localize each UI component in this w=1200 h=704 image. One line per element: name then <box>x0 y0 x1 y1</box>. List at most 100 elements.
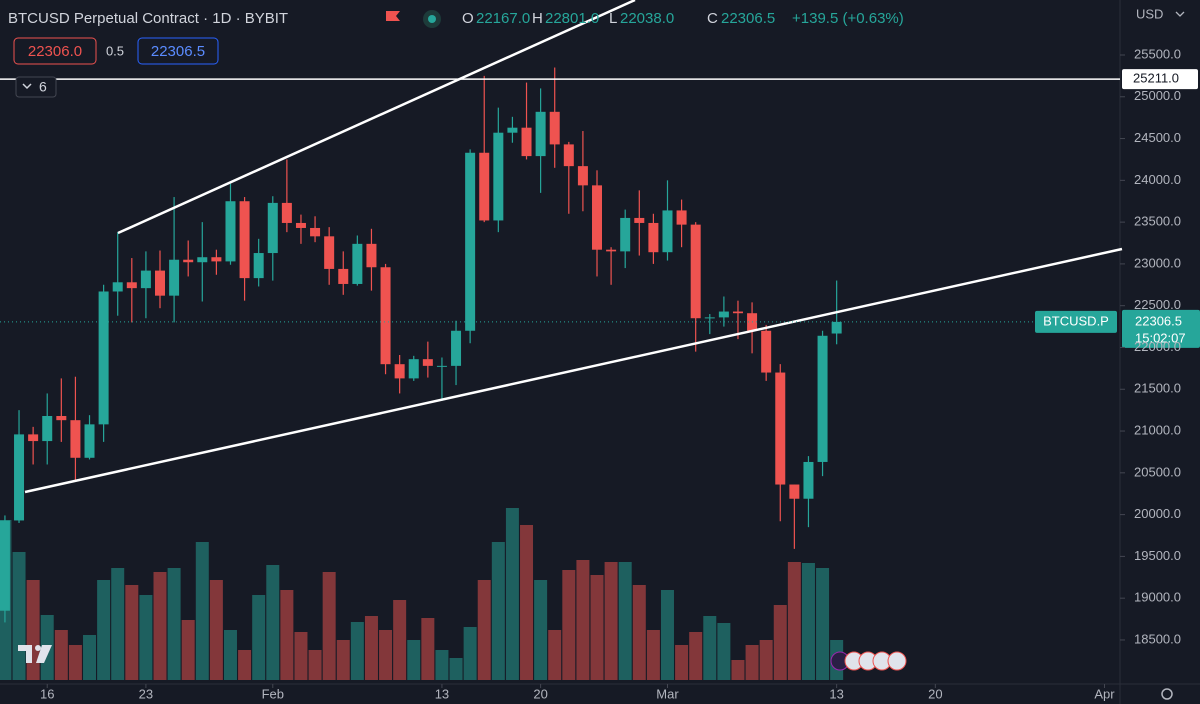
spread: 0.5 <box>106 43 124 58</box>
candle-body <box>521 127 532 157</box>
volume-bar <box>421 618 435 680</box>
volume-bar <box>407 640 421 680</box>
volume-bar <box>12 552 26 680</box>
y-tick-label: 25000.0 <box>1134 88 1181 103</box>
candle-body <box>98 291 109 425</box>
volume-bar <box>153 572 167 680</box>
trend-line <box>24 247 1123 494</box>
candle-body <box>563 144 574 167</box>
volume-bar <box>308 650 322 680</box>
candle-body <box>817 335 828 462</box>
volume-bar <box>379 630 393 680</box>
candle-body <box>0 520 10 611</box>
x-tick-label: 13 <box>435 686 449 701</box>
symbol-label: BTCUSD.P <box>1043 313 1109 328</box>
y-tick-label: 20500.0 <box>1134 464 1181 479</box>
candle-body <box>606 249 617 252</box>
volume-bar <box>238 650 252 680</box>
volume-bar <box>759 640 773 680</box>
volume-bar <box>660 590 674 680</box>
volume-bar <box>209 580 223 680</box>
volume-bar <box>703 616 717 680</box>
buy-button[interactable] <box>137 37 219 65</box>
x-tick-label: 20 <box>928 686 942 701</box>
candle-body <box>366 243 377 268</box>
x-tick-label: Feb <box>262 686 284 701</box>
candle-body <box>549 111 560 145</box>
candle-body <box>211 257 222 262</box>
y-tick-label: 24500.0 <box>1134 130 1181 145</box>
volume-bar <box>745 645 759 680</box>
volume-bar <box>223 630 237 680</box>
candle-body <box>507 127 518 133</box>
x-tick-label: 13 <box>829 686 843 701</box>
y-tick-label: 24000.0 <box>1134 172 1181 187</box>
indicator-toggle[interactable] <box>15 76 57 98</box>
volume-bar <box>26 580 40 680</box>
volume-bar <box>97 580 111 680</box>
volume-bar <box>83 635 97 680</box>
y-tick-label: 22500.0 <box>1134 297 1181 312</box>
candle-body <box>493 132 504 221</box>
candle-body <box>310 227 321 237</box>
change: +139.5 (+0.63%) <box>792 10 904 27</box>
candle-body <box>239 201 250 279</box>
y-tick-label: 22000.0 <box>1134 339 1181 354</box>
volume-bar <box>534 580 548 680</box>
event-icons <box>830 651 907 671</box>
volume-bar <box>336 640 350 680</box>
volume-bar <box>548 630 562 680</box>
y-tick-label: 19000.0 <box>1134 590 1181 605</box>
volume-bar <box>520 525 534 680</box>
settings-icon[interactable] <box>1161 688 1173 700</box>
candle-body <box>535 111 546 157</box>
indicator-count[interactable]: 6 <box>39 79 47 95</box>
volume-bar <box>816 568 830 680</box>
volume-bar <box>618 562 632 680</box>
volume-bar <box>393 600 407 680</box>
countdown: 15:02:07 <box>1135 330 1186 345</box>
ohlc-value: 22167.0 <box>476 10 530 27</box>
ohlc-label: L <box>609 10 617 27</box>
x-tick-label: 20 <box>533 686 547 701</box>
candle-body <box>831 321 842 334</box>
candle-body <box>732 311 743 314</box>
y-tick-label: 19500.0 <box>1134 548 1181 563</box>
ohlc-value: 22801.0 <box>545 10 599 27</box>
candle-body <box>789 484 800 499</box>
candle-body <box>225 201 236 262</box>
flag-icon <box>386 11 400 21</box>
volume-bar <box>505 508 519 680</box>
symbol-tag <box>1035 310 1117 333</box>
volume-bar <box>167 568 181 680</box>
tv-logo <box>18 645 52 663</box>
candle-body <box>704 317 715 319</box>
candle-body <box>690 224 701 319</box>
candle-body <box>253 253 264 279</box>
candle-body <box>295 222 306 228</box>
event-icon[interactable] <box>887 651 907 671</box>
buy-price[interactable]: 22306.5 <box>151 43 205 60</box>
candle-body <box>676 210 687 225</box>
y-tick-label: 21500.0 <box>1134 381 1181 396</box>
candle-body <box>394 364 405 379</box>
sell-button[interactable] <box>13 37 97 65</box>
y-tick-label: 18500.0 <box>1134 631 1181 646</box>
candle-body <box>592 185 603 250</box>
title: BTCUSD Perpetual Contract · 1D · BYBIT <box>8 10 288 27</box>
volume-bar <box>322 572 336 680</box>
ohlc-label: H <box>532 10 543 27</box>
candle-body <box>479 152 490 221</box>
candle-body <box>577 166 588 186</box>
candle-body <box>28 434 39 442</box>
y-tick-label: 23500.0 <box>1134 214 1181 229</box>
logo-part <box>36 645 52 663</box>
sell-price[interactable]: 22306.0 <box>28 43 82 60</box>
candle-body <box>803 461 814 499</box>
volume-bar <box>675 645 689 680</box>
volume-bar <box>590 575 604 680</box>
overlay-layer: 25211.0 BTCUSD.P 22306.5 15:02:07 <box>0 69 1200 348</box>
volume-bar <box>68 645 82 680</box>
candle-layer <box>0 67 842 623</box>
candle-body <box>408 359 419 379</box>
